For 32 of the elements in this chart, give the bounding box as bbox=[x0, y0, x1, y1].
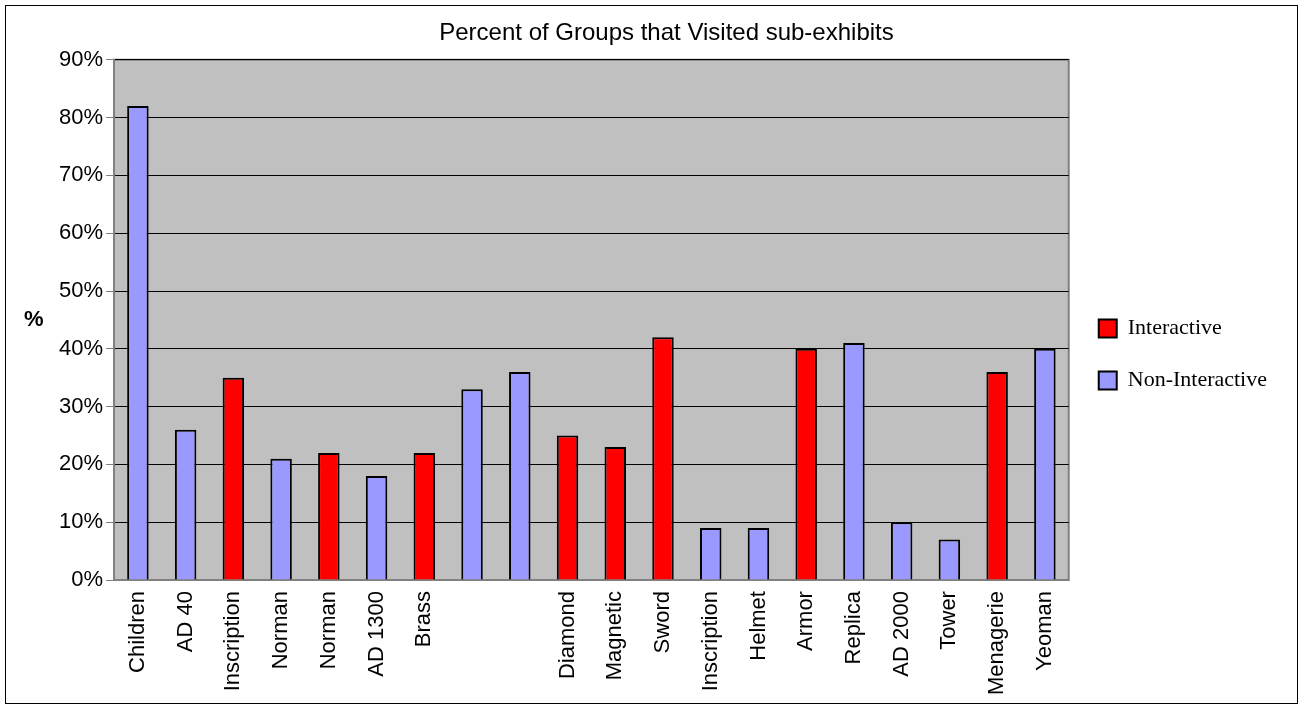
y-tick-label: 80% bbox=[58, 103, 104, 129]
y-tick-label: 60% bbox=[58, 219, 104, 245]
y-tick-label: 50% bbox=[58, 277, 104, 303]
x-tick-label: Magnetic bbox=[601, 591, 627, 681]
legend-label: Non-Interactive bbox=[1127, 366, 1267, 392]
y-tick-label: 90% bbox=[58, 45, 104, 71]
x-tick-label: Tower bbox=[935, 591, 961, 650]
x-tick-label: AD 40 bbox=[171, 591, 197, 653]
y-tick-label: 10% bbox=[58, 508, 104, 534]
x-tick-label: Replica bbox=[839, 590, 865, 665]
x-tick-label: Yeoman bbox=[1030, 591, 1056, 671]
x-tick-label: AD 1300 bbox=[362, 591, 388, 677]
x-tick-label: Inscription bbox=[219, 591, 245, 692]
x-tick-label: Norman bbox=[314, 591, 340, 670]
y-tick-label: 30% bbox=[58, 392, 104, 418]
x-tick-label: Diamond bbox=[553, 591, 579, 680]
x-tick-label: Armor bbox=[792, 591, 818, 651]
x-tick-label: Inscription bbox=[696, 591, 722, 692]
y-tick-label: 40% bbox=[58, 334, 104, 360]
y-axis-title: % bbox=[24, 305, 44, 331]
legend-label: Interactive bbox=[1127, 314, 1222, 340]
x-tick-label: Sword bbox=[649, 591, 675, 654]
x-tick-label: Norman bbox=[267, 591, 293, 670]
x-tick-label: Brass bbox=[410, 591, 436, 648]
x-tick-label: AD 2000 bbox=[887, 591, 913, 677]
y-tick-label: 20% bbox=[58, 450, 104, 476]
x-tick-label: Helmet bbox=[744, 591, 770, 661]
x-tick-label: Menagerie bbox=[983, 591, 1009, 695]
y-tick-label: 0% bbox=[71, 566, 104, 592]
x-tick-label: Children bbox=[123, 591, 149, 673]
y-tick-label: 70% bbox=[58, 161, 104, 187]
chart-title: Percent of Groups that Visited sub-exhibits bbox=[439, 18, 894, 46]
